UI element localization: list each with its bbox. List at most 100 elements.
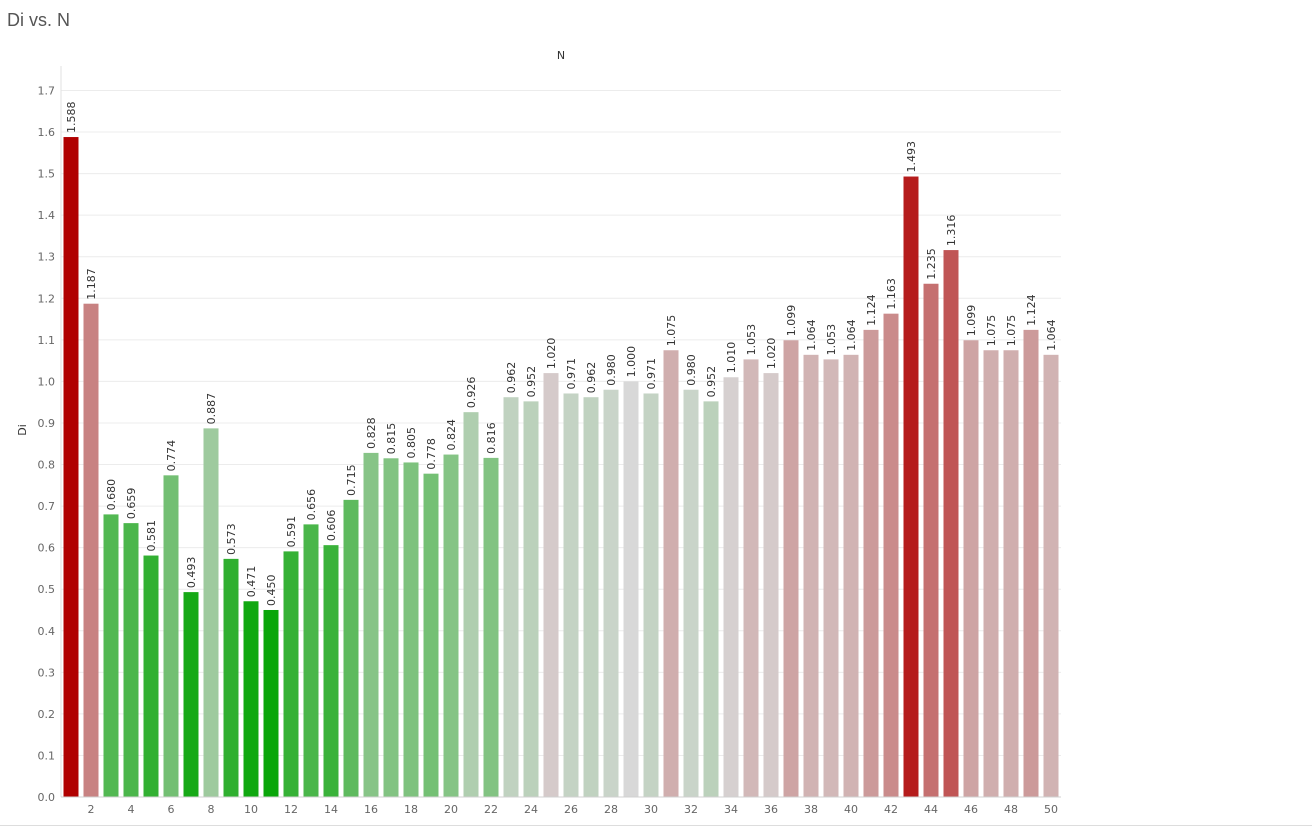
x-tick-label: 6 [168,803,175,816]
bar-n-31 [663,350,679,797]
y-tick-label: 0.1 [38,749,56,762]
bar-n-1 [63,137,79,797]
data-label: 1.187 [85,268,98,300]
y-tick-label: 0.9 [38,417,56,430]
bar-n-20 [443,454,459,797]
y-tick-label: 0.6 [38,542,56,555]
x-tick-label: 22 [484,803,498,816]
bar-n-5 [143,555,159,797]
bar-n-42 [883,313,899,797]
x-tick-label: 48 [1004,803,1018,816]
data-label: 0.656 [305,489,318,521]
data-label: 1.064 [1045,319,1058,351]
data-label: 1.075 [1005,315,1018,347]
data-label: 0.952 [525,366,538,398]
data-label: 1.053 [825,324,838,356]
bar-n-22 [483,457,499,797]
bar-n-36 [763,373,779,797]
bar-n-9 [223,558,239,797]
data-label: 0.573 [225,523,238,555]
bar-n-23 [503,397,519,797]
x-tick-label: 20 [444,803,458,816]
data-label: 0.774 [165,440,178,472]
bar-n-48 [1003,350,1019,797]
y-axis-title: Di [16,424,29,436]
bar-n-18 [403,462,419,797]
bar-n-40 [843,354,859,797]
data-label: 1.064 [805,319,818,351]
x-tick-label: 2 [88,803,95,816]
data-label: 0.493 [185,557,198,589]
y-tick-label: 0.0 [38,791,56,804]
y-tick-label: 1.6 [38,126,56,139]
data-label: 0.805 [405,427,418,459]
x-tick-label: 16 [364,803,378,816]
data-label: 0.926 [465,377,478,409]
bar-n-38 [803,354,819,797]
bar-n-41 [863,329,879,797]
x-tick-label: 14 [324,803,338,816]
bar-n-32 [683,389,699,797]
bar-n-16 [363,452,379,797]
bar-n-30 [643,393,659,797]
data-label: 0.581 [145,520,158,552]
bar-n-50 [1043,354,1059,797]
bar-n-8 [203,428,219,797]
data-label: 0.471 [245,566,258,598]
y-tick-label: 1.4 [38,209,56,222]
bar-n-46 [963,340,979,797]
bar-n-37 [783,340,799,797]
y-tick-label: 1.1 [38,334,56,347]
bar-n-24 [523,401,539,797]
x-tick-label: 40 [844,803,858,816]
data-label: 1.010 [725,342,738,374]
data-label: 0.828 [365,417,378,449]
x-tick-label: 24 [524,803,538,816]
data-label: 0.971 [565,358,578,390]
data-label: 1.124 [1025,294,1038,326]
data-label: 0.980 [685,354,698,386]
data-label: 0.952 [705,366,718,398]
data-label: 1.163 [885,278,898,310]
bar-n-25 [543,373,559,797]
y-tick-label: 0.8 [38,459,56,472]
data-label: 0.680 [105,479,118,511]
bar-n-11 [263,609,279,797]
bar-n-14 [323,545,339,797]
data-label: 0.659 [125,488,138,520]
data-label: 0.962 [585,362,598,394]
data-label: 1.020 [545,338,558,370]
x-tick-label: 12 [284,803,298,816]
data-label: 0.715 [345,464,358,496]
bar-n-3 [103,514,119,797]
bar-n-17 [383,458,399,797]
bar-n-26 [563,393,579,797]
bar-n-10 [243,601,259,797]
x-tick-label: 26 [564,803,578,816]
bar-n-34 [723,377,739,797]
data-label: 0.606 [325,510,338,542]
data-label: 0.971 [645,358,658,390]
bar-n-49 [1023,329,1039,797]
x-tick-label: 46 [964,803,978,816]
x-tick-label: 36 [764,803,778,816]
x-tick-label: 42 [884,803,898,816]
data-label: 0.816 [485,422,498,454]
data-label: 0.591 [285,516,298,548]
bar-n-4 [123,523,139,797]
y-tick-label: 0.4 [38,625,56,638]
data-label: 0.962 [505,362,518,394]
data-label: 1.124 [865,294,878,326]
x-tick-label: 34 [724,803,738,816]
bar-n-33 [703,401,719,797]
data-label: 1.493 [905,141,918,173]
bar-n-45 [943,250,959,797]
data-label: 1.064 [845,319,858,351]
bar-n-21 [463,412,479,797]
x-tick-label: 44 [924,803,938,816]
bar-n-43 [903,176,919,798]
bar-n-7 [183,592,199,797]
data-label: 1.053 [745,324,758,356]
data-label: 1.000 [625,346,638,378]
